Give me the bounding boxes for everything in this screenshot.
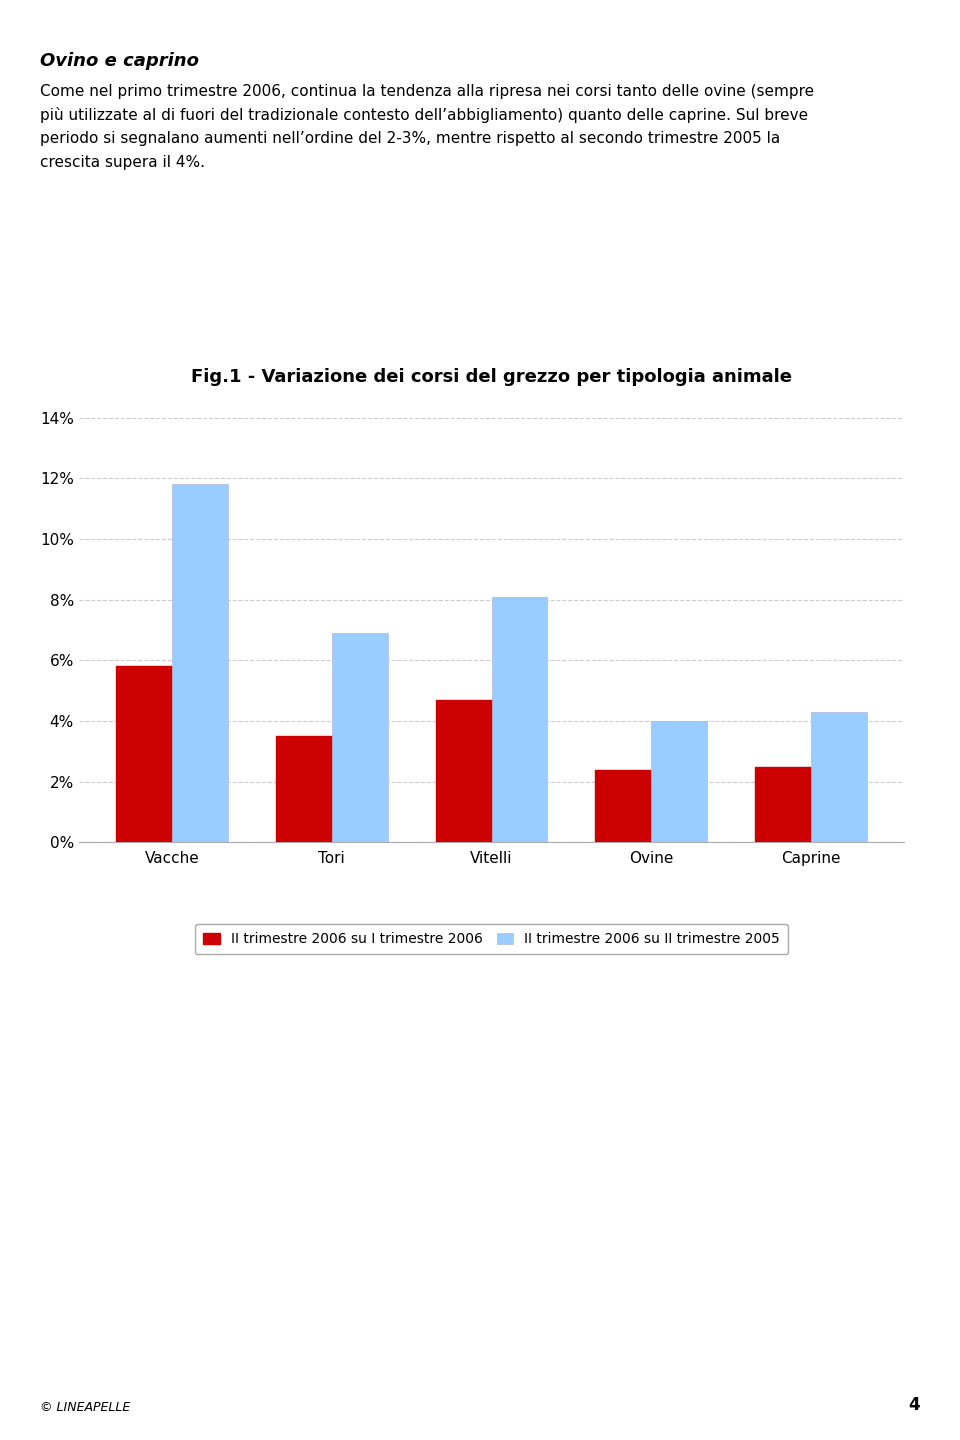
Text: Come nel primo trimestre 2006, continua la tendenza alla ripresa nei corsi tanto: Come nel primo trimestre 2006, continua … (40, 84, 814, 98)
Bar (595, 769, 651, 842)
Bar (811, 711, 867, 842)
Text: più utilizzate al di fuori del tradizionale contesto dell’abbigliamento) quanto : più utilizzate al di fuori del tradizion… (40, 107, 808, 124)
Bar (492, 596, 547, 842)
Bar (276, 736, 332, 842)
Text: Ovino e caprino: Ovino e caprino (40, 52, 200, 71)
Legend: II trimestre 2006 su I trimestre 2006, II trimestre 2006 su II trimestre 2005: II trimestre 2006 su I trimestre 2006, I… (195, 923, 788, 955)
Bar (172, 484, 228, 842)
Text: 4: 4 (908, 1397, 920, 1414)
Bar (436, 700, 492, 842)
Bar (116, 667, 172, 842)
Text: crescita supera il 4%.: crescita supera il 4%. (40, 154, 205, 170)
Bar (755, 766, 811, 842)
Text: © LINEAPELLE: © LINEAPELLE (40, 1401, 131, 1414)
Text: periodo si segnalano aumenti nell’ordine del 2-3%, mentre rispetto al secondo tr: periodo si segnalano aumenti nell’ordine… (40, 131, 780, 145)
Bar (332, 634, 388, 842)
Text: Fig.1 - Variazione dei corsi del grezzo per tipologia animale: Fig.1 - Variazione dei corsi del grezzo … (191, 369, 792, 386)
Bar (651, 721, 708, 842)
